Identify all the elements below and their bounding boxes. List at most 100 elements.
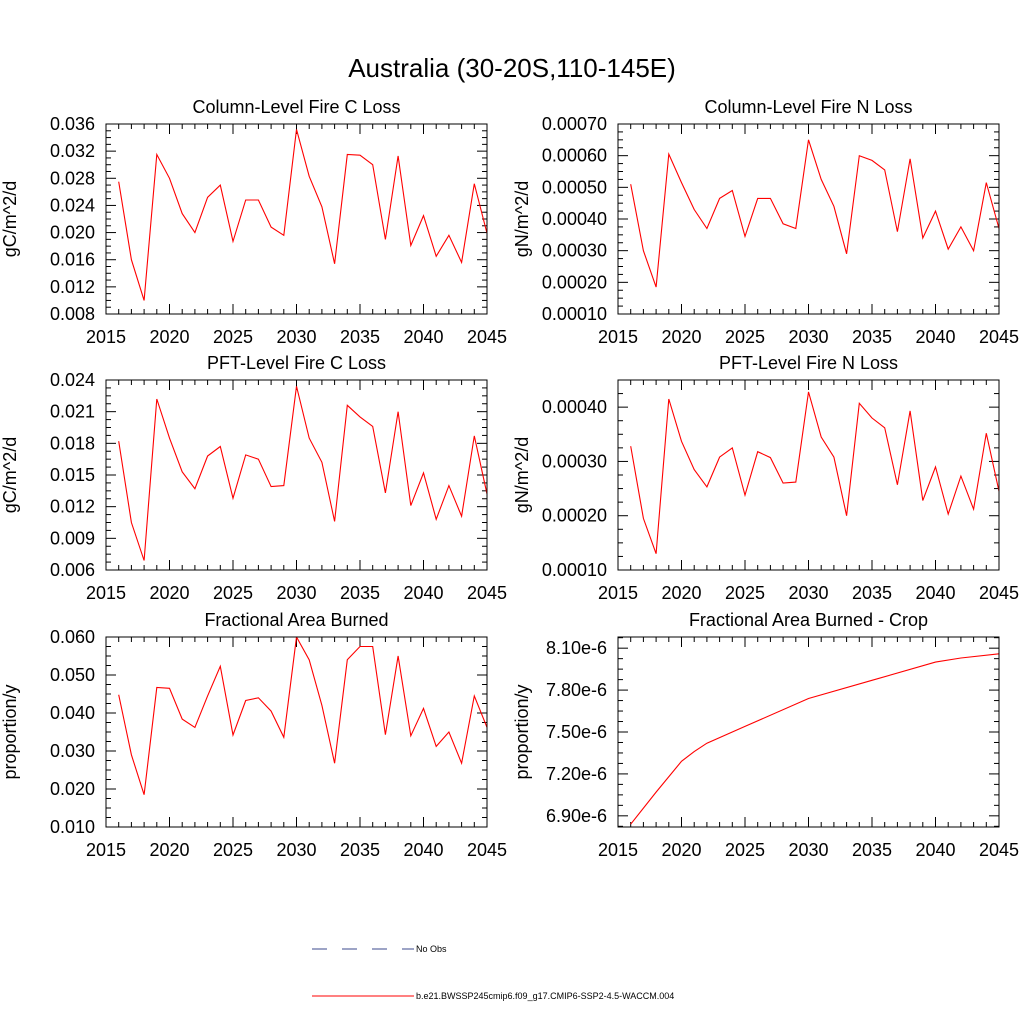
y-tick-label: 0.024	[50, 195, 95, 215]
x-tick-label: 2045	[979, 840, 1019, 860]
x-tick-label: 2020	[149, 583, 189, 603]
x-tick-label: 2015	[598, 327, 638, 347]
plot-frame	[105, 379, 488, 571]
y-tick-label: 0.009	[50, 528, 95, 548]
x-tick-label: 2030	[788, 840, 828, 860]
x-tick-label: 2025	[213, 840, 253, 860]
plot-area	[630, 391, 999, 554]
x-tick-label: 2025	[213, 327, 253, 347]
chart-title: PFT-Level Fire C Loss	[207, 353, 386, 373]
x-tick-label: 2025	[213, 583, 253, 603]
chart-column-level-fire-n-loss: Column-Level Fire N Loss gN/m^2/d 2015 2020…	[512, 97, 1019, 347]
legend-label-no-obs: No Obs	[416, 944, 447, 954]
x-tick-label: 2040	[403, 840, 443, 860]
x-tick-label: 2020	[149, 840, 189, 860]
chart-pft-level-fire-c-loss: PFT-Level Fire C Loss gC/m^2/d 2015 2020 202…	[0, 353, 507, 603]
plot-frame	[617, 123, 1000, 315]
series-line-pft-level-fire-n-loss	[630, 391, 999, 554]
x-tick-label: 2040	[403, 583, 443, 603]
x-tick-label: 2020	[661, 840, 701, 860]
plot-frame	[617, 636, 1000, 828]
legend: No Obs b.e21.BWSSP245cmip6.f09_g17.CMIP6…	[312, 944, 674, 1001]
x-tick-label: 2015	[598, 583, 638, 603]
x-tick-label: 2025	[725, 327, 765, 347]
x-tick-label: 2030	[788, 583, 828, 603]
y-tick-label: 0.00060	[542, 146, 607, 166]
y-tick-label: 0.00030	[542, 451, 607, 471]
plot-frame	[105, 636, 488, 828]
y-tick-label: 8.10e-6	[546, 638, 607, 658]
x-tick-label: 2030	[276, 327, 316, 347]
x-tick-label: 2020	[661, 327, 701, 347]
y-axis-label: gC/m^2/d	[0, 437, 20, 513]
x-tick-label: 2035	[852, 327, 892, 347]
x-tick-label: 2035	[852, 840, 892, 860]
y-axis-label: proportion/y	[0, 684, 20, 779]
x-tick-label: 2015	[86, 327, 126, 347]
x-tick-label: 2045	[979, 327, 1019, 347]
y-tick-label: 0.012	[50, 497, 95, 517]
y-tick-label: 0.030	[50, 741, 95, 761]
chart-title: PFT-Level Fire N Loss	[719, 353, 898, 373]
legend-label-model: b.e21.BWSSP245cmip6.f09_g17.CMIP6-SSP2-4…	[416, 991, 674, 1001]
plot-frame	[617, 379, 1000, 571]
y-tick-label: 7.50e-6	[546, 722, 607, 742]
x-tick-label: 2020	[149, 327, 189, 347]
series-line-fractional-area-burned-crop	[630, 653, 999, 825]
y-axis-label: gN/m^2/d	[512, 437, 532, 513]
x-tick-label: 2045	[467, 840, 507, 860]
x-tick-label: 2045	[467, 327, 507, 347]
chart-pft-level-fire-n-loss: PFT-Level Fire N Loss gN/m^2/d 2015 2020 202…	[512, 353, 1019, 603]
y-tick-label: 0.006	[50, 560, 95, 580]
y-tick-label: 0.00010	[542, 304, 607, 324]
y-tick-label: 0.00030	[542, 241, 607, 261]
series-line-column-level-fire-n-loss	[630, 139, 999, 288]
y-tick-label: 0.024	[50, 370, 95, 390]
x-tick-label: 2025	[725, 840, 765, 860]
x-tick-label: 2040	[403, 327, 443, 347]
series-line-column-level-fire-c-loss	[118, 129, 487, 301]
plot-area	[118, 129, 487, 301]
y-tick-label: 0.036	[50, 114, 95, 134]
y-tick-label: 0.00020	[542, 506, 607, 526]
chart-title: Fractional Area Burned	[204, 610, 388, 630]
y-tick-label: 0.018	[50, 433, 95, 453]
y-tick-label: 0.060	[50, 627, 95, 647]
y-tick-label: 0.050	[50, 665, 95, 685]
x-tick-label: 2020	[661, 583, 701, 603]
x-tick-label: 2040	[915, 840, 955, 860]
series-line-pft-level-fire-c-loss	[118, 386, 487, 561]
y-tick-label: 0.020	[50, 223, 95, 243]
y-tick-label: 0.00020	[542, 272, 607, 292]
y-tick-label: 0.021	[50, 402, 95, 422]
x-tick-label: 2045	[979, 583, 1019, 603]
x-tick-label: 2040	[915, 583, 955, 603]
x-tick-label: 2035	[340, 583, 380, 603]
plot-area	[118, 637, 487, 795]
y-tick-label: 0.00040	[542, 209, 607, 229]
y-tick-label: 0.010	[50, 817, 95, 837]
y-tick-label: 0.00040	[542, 397, 607, 417]
plot-area	[630, 653, 999, 825]
chart-column-level-fire-c-loss: Column-Level Fire C Loss gC/m^2/d 2015 2020…	[0, 97, 507, 347]
y-tick-label: 7.20e-6	[546, 764, 607, 784]
y-tick-label: 7.80e-6	[546, 680, 607, 700]
chart-title: Fractional Area Burned - Crop	[689, 610, 928, 630]
x-tick-label: 2030	[276, 583, 316, 603]
figure-title: Australia (30-20S,110-145E)	[348, 53, 676, 83]
y-tick-label: 0.008	[50, 304, 95, 324]
y-tick-label: 6.90e-6	[546, 806, 607, 826]
x-tick-label: 2015	[86, 583, 126, 603]
series-line-fractional-area-burned	[118, 637, 487, 795]
chart-fractional-area-burned: Fractional Area Burned proportion/y 2015 20…	[0, 610, 507, 860]
x-tick-label: 2035	[340, 840, 380, 860]
chart-title: Column-Level Fire N Loss	[704, 97, 912, 117]
x-tick-label: 2025	[725, 583, 765, 603]
plot-area	[118, 386, 487, 561]
plot-area	[630, 139, 999, 288]
y-axis-label: proportion/y	[512, 684, 532, 779]
x-tick-label: 2015	[598, 840, 638, 860]
x-tick-label: 2040	[915, 327, 955, 347]
